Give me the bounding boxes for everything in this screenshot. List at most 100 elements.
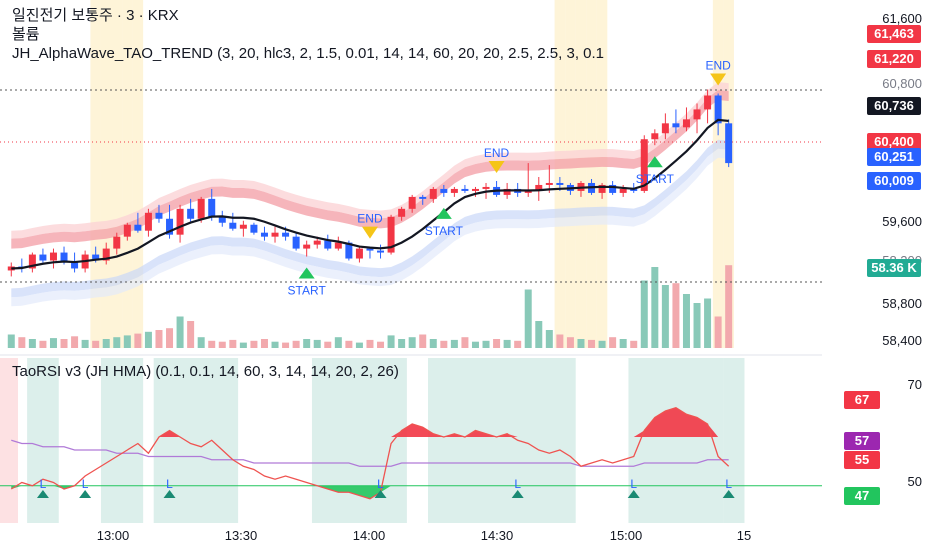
candle-body: [292, 236, 300, 249]
candle-body: [71, 262, 79, 269]
session-highlight: [586, 0, 597, 348]
candle-body: [366, 248, 374, 251]
candle-body: [682, 119, 690, 128]
price-badge-lower-band: 60,009: [867, 172, 921, 190]
candle-body: [535, 184, 543, 191]
price-axis-label: 61,600: [882, 11, 922, 26]
volume-bar: [71, 336, 79, 348]
candle-body: [440, 188, 448, 193]
volume-bar: [566, 337, 574, 348]
volume-bar: [588, 339, 596, 348]
candle-body: [39, 254, 47, 261]
volume-bar: [630, 340, 638, 348]
start-arrow-icon: [298, 267, 315, 279]
rsi-trend-band: [27, 358, 59, 523]
end-label: END: [357, 212, 383, 226]
rsi-badge-value: 55: [844, 451, 880, 469]
time-axis-label: 14:30: [480, 528, 514, 543]
rsi-axis-label: 50: [907, 474, 922, 489]
volume-bar: [493, 339, 501, 348]
candle-body: [471, 188, 479, 191]
end-label: END: [484, 146, 510, 160]
volume-bar: [39, 340, 47, 348]
candle-body: [556, 182, 564, 185]
session-highlight: [712, 0, 724, 348]
rsi-overbought-fill: [11, 407, 729, 437]
volume-bar: [229, 339, 237, 348]
volume-bar: [682, 294, 690, 348]
volume-bar: [18, 337, 26, 348]
volume-bar: [398, 339, 406, 348]
volume-bar: [345, 340, 353, 348]
rsi-trend-band: [153, 358, 239, 523]
volume-bar: [471, 341, 479, 348]
volume-label[interactable]: 볼륨: [12, 26, 40, 43]
candle-body: [282, 232, 290, 237]
low-marker-icon: [627, 490, 640, 498]
volume-bar: [545, 330, 553, 348]
volume-bar: [282, 342, 290, 348]
volume-bar: [640, 280, 648, 348]
volume-bar: [598, 340, 606, 348]
price-axis-label: 58,800: [882, 296, 922, 311]
low-marker-icon: [374, 490, 387, 498]
volume-bar: [144, 331, 152, 348]
volume-bar: [155, 330, 163, 348]
candle-body: [598, 184, 606, 193]
rsi-trend-band: [311, 358, 407, 523]
candle-body: [725, 123, 733, 164]
volume-bar: [134, 333, 142, 348]
low-marker-icon: [79, 490, 92, 498]
rsi-badge-upper: 67: [844, 391, 880, 409]
candle-body: [419, 196, 427, 199]
candle-body: [123, 224, 131, 237]
volume-bar: [7, 334, 15, 348]
candle-body: [704, 95, 712, 110]
candle-body: [398, 208, 406, 217]
volume-bar: [355, 342, 363, 348]
start-arrow-icon: [435, 207, 452, 219]
rsi-trend-band: [628, 358, 724, 523]
volume-bar: [123, 335, 131, 348]
price-badge-lower-inner: 60,251: [867, 148, 921, 166]
volume-bar: [28, 339, 36, 348]
candle-body: [545, 182, 553, 185]
rsi-indicator-title[interactable]: TaoRSI v3 (JH HMA) (0.1, 0.1, 14, 60, 3,…: [12, 363, 399, 380]
symbol-title[interactable]: 일진전기 보통주 · 3 · KRX: [12, 7, 179, 24]
price-badge-level: 60,400: [867, 133, 921, 151]
candle-body: [345, 242, 353, 259]
volume-bar: [619, 339, 627, 348]
price-axis-label: 58,400: [882, 333, 922, 348]
candle-body: [250, 224, 258, 233]
start-arrow-icon: [646, 156, 663, 168]
volume-bar: [92, 340, 100, 348]
volume-badge: 58.36 K: [867, 259, 921, 277]
low-marker-icon: [163, 490, 176, 498]
volume-bar: [450, 339, 458, 348]
low-label: L: [514, 477, 521, 491]
start-label: START: [425, 224, 464, 238]
candle-body: [619, 188, 627, 193]
low-label: L: [630, 477, 637, 491]
candle-body: [450, 188, 458, 193]
volume-bar: [81, 339, 89, 348]
time-axis-label: 13:30: [224, 528, 258, 543]
volume-bar: [377, 341, 385, 348]
candle-body: [334, 242, 342, 249]
candle-body: [672, 123, 680, 128]
rsi-trend-band: [723, 358, 745, 523]
candle-body: [113, 236, 121, 249]
session-highlight: [122, 0, 133, 348]
end-label: END: [705, 59, 731, 73]
volume-bar: [187, 321, 195, 348]
session-highlight: [565, 0, 576, 348]
indicator-title[interactable]: JH_AlphaWave_TAO_TREND (3, 20, hlc3, 2, …: [12, 45, 605, 62]
candle-body: [60, 252, 68, 263]
volume-bar: [250, 340, 258, 348]
candle-body: [714, 95, 722, 124]
trend-ma-line: [11, 118, 729, 270]
candle-body: [429, 188, 437, 199]
end-arrow-icon: [361, 226, 378, 239]
